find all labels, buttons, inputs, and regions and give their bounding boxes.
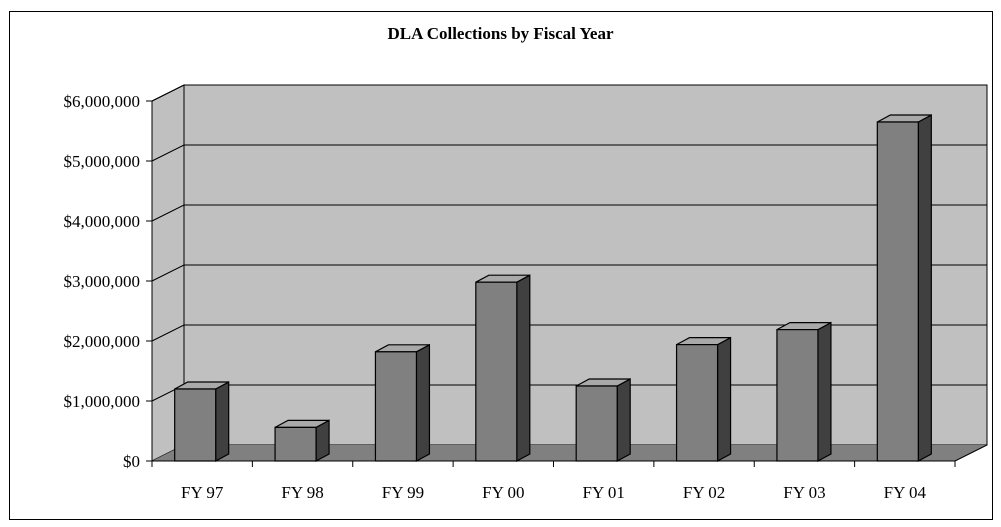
x-tick-label: FY 00: [482, 483, 524, 502]
chart-title: DLA Collections by Fiscal Year: [387, 24, 614, 43]
x-tick-label: FY 02: [683, 483, 725, 502]
bar-front: [374, 351, 418, 462]
bar: [776, 321, 832, 463]
y-axis-labels: $0 $1,000,000 $2,000,000 $3,000,000 $4,000,0…: [64, 92, 141, 471]
y-tick-label: $5,000,000: [64, 152, 141, 171]
x-tick-label: FY 03: [783, 483, 825, 502]
x-tick-label: FY 01: [583, 483, 625, 502]
bar-front: [675, 344, 719, 462]
bar-side: [616, 377, 631, 463]
bar: [475, 274, 531, 463]
y-tick-label: $4,000,000: [64, 212, 141, 231]
x-tick-label: FY 04: [884, 483, 927, 502]
bar-front: [876, 121, 919, 462]
bar: [675, 336, 732, 463]
bar-side: [415, 343, 431, 463]
bar-front: [776, 329, 819, 462]
chart-walls: [151, 84, 988, 462]
floor-edge: [954, 444, 988, 462]
gridline: [151, 264, 987, 282]
y-tick-label: $0: [123, 452, 140, 471]
bar-front: [475, 281, 518, 462]
gridline: [151, 204, 987, 222]
bar: [876, 113, 932, 463]
bar-front: [575, 385, 618, 462]
x-tick-label: FY 97: [181, 483, 224, 502]
y-tick-label: $3,000,000: [64, 272, 141, 291]
x-tick-label: FY 99: [382, 483, 424, 502]
x-axis-labels: FY 97 FY 98 FY 99 FY 00 FY 01 FY 02 FY 03 FY 04: [181, 483, 926, 502]
bar: [575, 377, 631, 463]
y-tick-label: $6,000,000: [64, 92, 141, 111]
bar: [174, 380, 230, 463]
x-tick-label: FY 98: [281, 483, 323, 502]
bar: [274, 419, 330, 463]
bar-front: [274, 426, 317, 462]
bars: [174, 113, 932, 463]
bar-side: [917, 113, 932, 463]
bar-side: [215, 380, 230, 463]
gridline: [151, 84, 987, 102]
bar-side: [516, 274, 531, 463]
gridline: [151, 144, 987, 162]
bar-front: [174, 388, 217, 462]
bar: [374, 343, 431, 463]
y-tick-label: $2,000,000: [64, 332, 141, 351]
gridline: [151, 324, 987, 342]
bar-side: [716, 336, 732, 463]
y-tick-label: $1,000,000: [64, 392, 141, 411]
bar-side: [817, 321, 832, 463]
